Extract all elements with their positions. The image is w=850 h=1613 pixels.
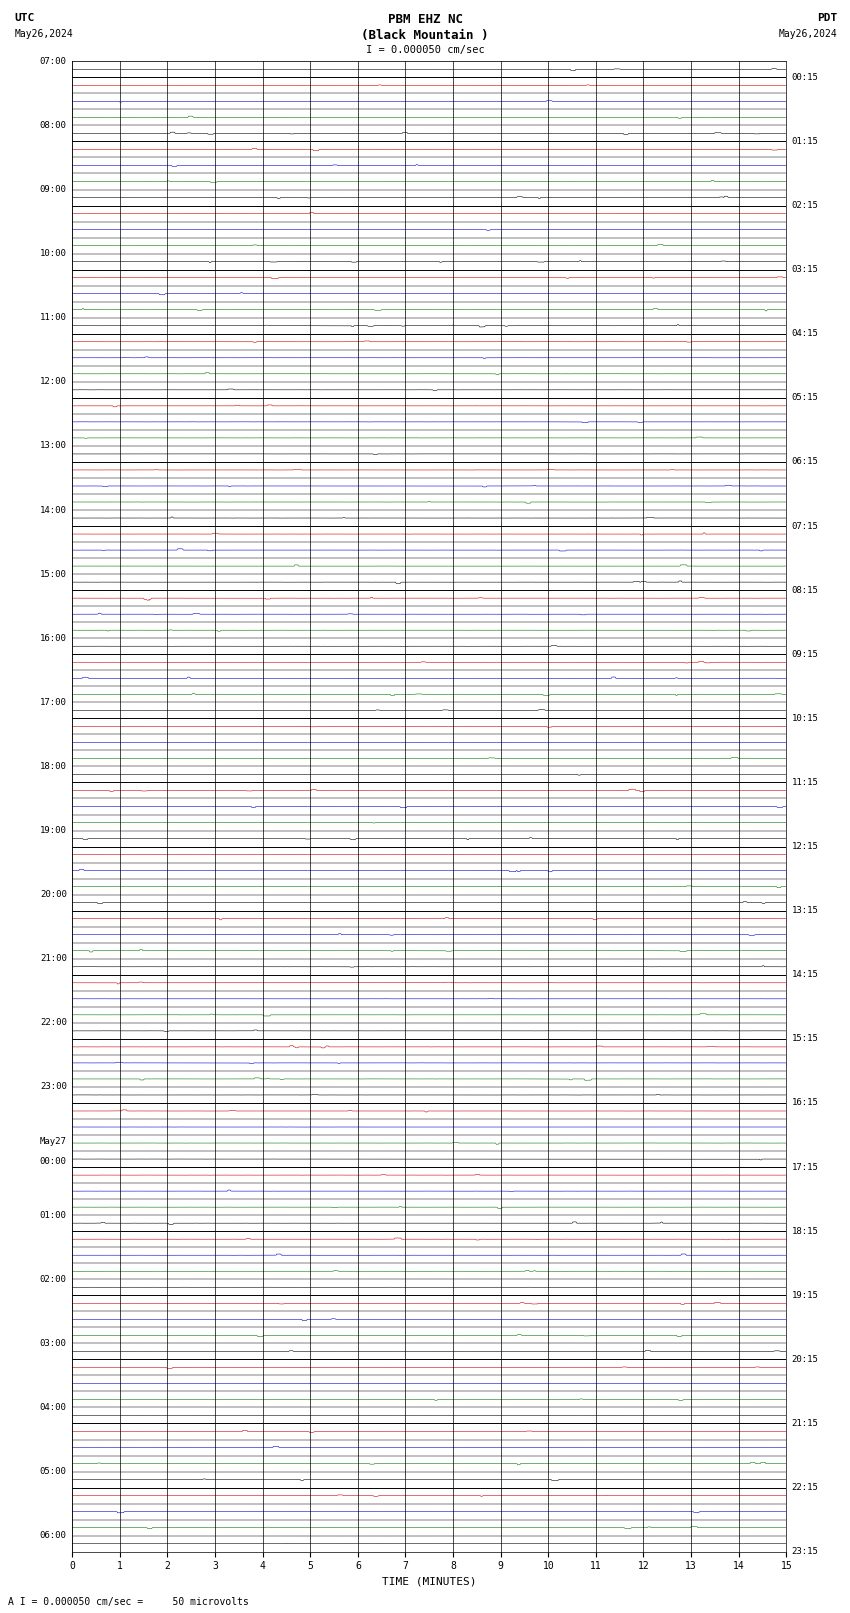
Text: 16:15: 16:15 xyxy=(792,1098,819,1108)
Text: (Black Mountain ): (Black Mountain ) xyxy=(361,29,489,42)
Text: 14:00: 14:00 xyxy=(40,505,66,515)
Text: 09:15: 09:15 xyxy=(792,650,819,658)
Text: 05:15: 05:15 xyxy=(792,394,819,402)
Text: 01:00: 01:00 xyxy=(40,1211,66,1219)
Text: 14:15: 14:15 xyxy=(792,971,819,979)
Text: 22:00: 22:00 xyxy=(40,1018,66,1027)
Text: 18:15: 18:15 xyxy=(792,1227,819,1236)
Text: 20:15: 20:15 xyxy=(792,1355,819,1365)
Text: 23:00: 23:00 xyxy=(40,1082,66,1092)
Text: 13:15: 13:15 xyxy=(792,907,819,915)
Text: 16:00: 16:00 xyxy=(40,634,66,642)
Text: May27: May27 xyxy=(40,1137,66,1145)
Text: A I = 0.000050 cm/sec =     50 microvolts: A I = 0.000050 cm/sec = 50 microvolts xyxy=(8,1597,249,1607)
Text: 10:15: 10:15 xyxy=(792,715,819,723)
Text: 01:15: 01:15 xyxy=(792,137,819,145)
Text: 00:00: 00:00 xyxy=(40,1157,66,1166)
Text: 12:00: 12:00 xyxy=(40,377,66,386)
Text: 17:15: 17:15 xyxy=(792,1163,819,1171)
Text: May26,2024: May26,2024 xyxy=(14,29,73,39)
Text: 18:00: 18:00 xyxy=(40,761,66,771)
Text: 05:00: 05:00 xyxy=(40,1468,66,1476)
Text: 17:00: 17:00 xyxy=(40,698,66,706)
Text: 09:00: 09:00 xyxy=(40,185,66,194)
Text: 06:00: 06:00 xyxy=(40,1531,66,1540)
Text: 11:15: 11:15 xyxy=(792,777,819,787)
Text: 22:15: 22:15 xyxy=(792,1482,819,1492)
Text: 06:15: 06:15 xyxy=(792,458,819,466)
Text: 00:15: 00:15 xyxy=(792,73,819,82)
Text: 15:00: 15:00 xyxy=(40,569,66,579)
Text: 07:15: 07:15 xyxy=(792,521,819,531)
Text: 04:15: 04:15 xyxy=(792,329,819,339)
Text: UTC: UTC xyxy=(14,13,35,23)
Text: 15:15: 15:15 xyxy=(792,1034,819,1044)
Text: 02:15: 02:15 xyxy=(792,202,819,210)
Text: 02:00: 02:00 xyxy=(40,1274,66,1284)
Text: 08:15: 08:15 xyxy=(792,586,819,595)
Text: 19:00: 19:00 xyxy=(40,826,66,836)
Text: 04:00: 04:00 xyxy=(40,1403,66,1411)
Text: 08:00: 08:00 xyxy=(40,121,66,131)
Text: 11:00: 11:00 xyxy=(40,313,66,323)
Text: 19:15: 19:15 xyxy=(792,1290,819,1300)
Text: 03:00: 03:00 xyxy=(40,1339,66,1348)
Text: 07:00: 07:00 xyxy=(40,56,66,66)
X-axis label: TIME (MINUTES): TIME (MINUTES) xyxy=(382,1578,477,1587)
Text: 10:00: 10:00 xyxy=(40,248,66,258)
Text: PBM EHZ NC: PBM EHZ NC xyxy=(388,13,462,26)
Text: 13:00: 13:00 xyxy=(40,442,66,450)
Text: PDT: PDT xyxy=(817,13,837,23)
Text: May26,2024: May26,2024 xyxy=(779,29,837,39)
Text: 23:15: 23:15 xyxy=(792,1547,819,1557)
Text: 20:00: 20:00 xyxy=(40,890,66,898)
Text: 12:15: 12:15 xyxy=(792,842,819,852)
Text: 21:15: 21:15 xyxy=(792,1419,819,1428)
Text: 03:15: 03:15 xyxy=(792,265,819,274)
Text: I = 0.000050 cm/sec: I = 0.000050 cm/sec xyxy=(366,45,484,55)
Text: 21:00: 21:00 xyxy=(40,955,66,963)
